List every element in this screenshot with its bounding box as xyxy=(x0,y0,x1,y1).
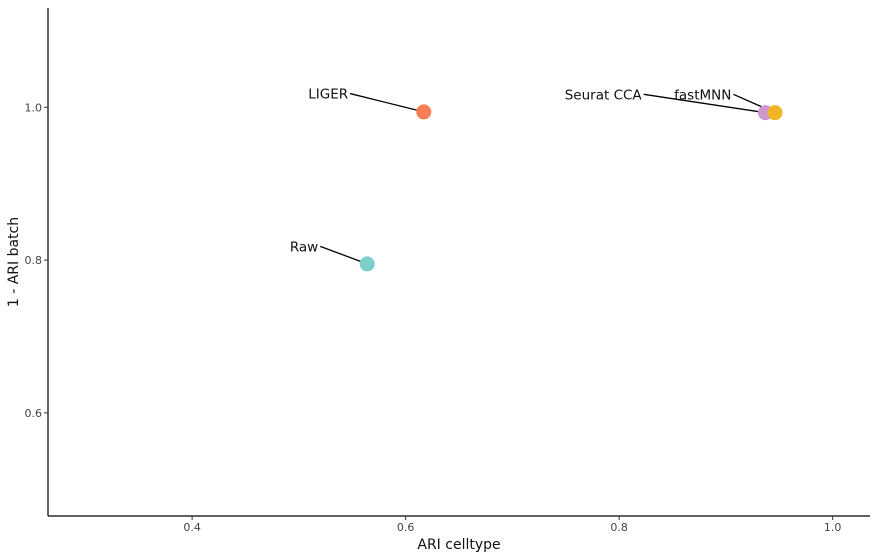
leader-line xyxy=(319,245,368,265)
leader-line xyxy=(643,93,766,114)
point-label: Seurat CCA xyxy=(565,87,643,103)
y-axis-title: 1 - ARI batch xyxy=(6,217,22,307)
x-tick-label: 0.8 xyxy=(610,521,628,534)
y-tick-label: 1.0 xyxy=(25,101,43,114)
point-labels: Raw LIGER Seurat CCA fastMNN xyxy=(290,87,732,256)
axes: 0.4 0.6 0.8 1.0 0.6 0.8 1.0 xyxy=(25,8,870,534)
data-point xyxy=(416,104,432,120)
y-tick-label: 0.6 xyxy=(25,407,43,420)
y-tick-label: 0.8 xyxy=(25,254,43,267)
label-leaders xyxy=(319,92,776,265)
point-label: LIGER xyxy=(308,87,348,103)
x-tick-label: 0.4 xyxy=(183,521,201,534)
x-tick-label: 0.6 xyxy=(397,521,415,534)
data-point xyxy=(359,256,375,272)
point-label: fastMNN xyxy=(674,87,731,103)
data-point xyxy=(767,105,783,121)
data-points xyxy=(359,104,783,272)
x-tick-label: 1.0 xyxy=(824,521,842,534)
x-axis-title: ARI celltype xyxy=(417,537,500,553)
point-label: Raw xyxy=(290,239,318,255)
leader-line xyxy=(349,92,424,113)
